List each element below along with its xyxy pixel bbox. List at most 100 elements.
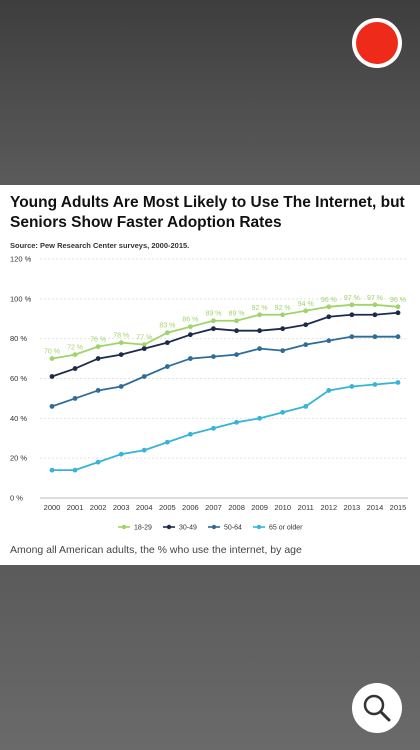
data-point (72, 396, 78, 401)
y-tick-label: 80 % (10, 334, 27, 343)
line-chart: 0 % 20 % 40 % 60 % 80 % 100 % 120 % 2000 2001 200… (10, 255, 408, 532)
chart-source: Source: Pew Research Center surveys, 200… (10, 241, 190, 250)
data-label: 86 % (182, 317, 198, 324)
x-tick-label: 2010 (274, 503, 291, 512)
chart-title: Young Adults Are Most Likely to Use The … (10, 194, 405, 231)
data-point (95, 344, 101, 350)
data-point (72, 467, 78, 473)
data-point (49, 374, 55, 379)
data-point (303, 403, 309, 409)
data-point (95, 388, 101, 393)
x-tick-label: 2003 (113, 503, 130, 512)
data-point (118, 352, 124, 357)
data-label: 96 % (321, 297, 337, 304)
data-point (234, 352, 239, 357)
data-label: 92 % (252, 305, 268, 312)
data-point (164, 364, 170, 369)
data-point (188, 356, 193, 361)
series-line (52, 381, 399, 472)
data-point (211, 326, 216, 332)
data-label: 92 % (275, 305, 291, 312)
legend-marker (256, 524, 262, 530)
series-line (51, 311, 399, 378)
data-point (395, 380, 401, 385)
data-point (349, 312, 355, 318)
x-tick-label: 2014 (367, 503, 384, 512)
data-point (211, 425, 216, 431)
magnifier-icon (363, 694, 391, 722)
data-label: 70 % (44, 349, 60, 356)
data-label: 77 % (136, 335, 152, 342)
data-point (326, 314, 332, 320)
data-point (326, 388, 332, 393)
data-label: 97 % (344, 295, 360, 302)
data-point (280, 409, 286, 415)
data-point (257, 346, 262, 352)
x-tick-label: 2009 (251, 503, 268, 512)
data-point (395, 304, 401, 310)
data-point (118, 384, 124, 389)
series-line (51, 303, 399, 360)
data-point (257, 415, 262, 421)
data-point (72, 366, 78, 371)
x-tick-label: 2004 (136, 503, 153, 512)
data-point (303, 342, 309, 348)
data-point (257, 328, 262, 334)
data-point (188, 431, 193, 437)
data-point (164, 439, 170, 445)
y-tick-label: 60 % (10, 374, 27, 383)
data-point (49, 467, 55, 473)
data-label: 89 % (229, 311, 245, 318)
legend-label: 50-64 (224, 525, 242, 532)
data-point (164, 340, 170, 346)
data-point (211, 318, 216, 324)
data-point (234, 328, 239, 334)
x-tick-label: 2006 (182, 503, 199, 512)
y-tick-label: 20 % (10, 454, 27, 463)
y-tick-label: 0 % (10, 494, 23, 503)
data-label: 72 % (67, 345, 83, 352)
data-point (303, 322, 309, 328)
data-point (280, 348, 286, 354)
data-point (234, 419, 239, 425)
legend-marker (121, 524, 127, 530)
data-point (349, 384, 355, 389)
x-tick-label: 2005 (159, 503, 176, 512)
data-point (234, 318, 239, 324)
data-point (211, 354, 216, 359)
data-point (349, 334, 355, 340)
data-point (188, 332, 193, 338)
zoom-button[interactable] (352, 683, 402, 733)
data-point (280, 326, 286, 332)
data-point (118, 451, 124, 457)
legend-label: 65 or older (269, 525, 303, 532)
data-point (372, 382, 378, 387)
data-point (118, 340, 124, 346)
data-point (303, 308, 309, 314)
record-button[interactable] (352, 18, 402, 68)
data-point (372, 302, 378, 308)
x-tick-label: 2001 (67, 503, 84, 512)
data-point (326, 304, 332, 310)
data-label: 76 % (90, 337, 106, 344)
data-label: 83 % (159, 323, 175, 330)
series-line (51, 335, 398, 408)
data-point (349, 302, 355, 308)
x-tick-label: 2015 (390, 503, 407, 512)
x-tick-label: 2002 (90, 503, 107, 512)
chart-card: Young Adults Are Most Likely to Use The … (0, 185, 420, 565)
y-tick-label: 120 % (10, 255, 32, 264)
data-label: 97 % (367, 295, 383, 302)
data-point (395, 310, 401, 316)
data-label: 94 % (298, 301, 314, 308)
record-icon (356, 22, 398, 64)
data-point (141, 342, 147, 348)
x-tick-label: 2007 (205, 503, 222, 512)
data-point (141, 346, 147, 352)
legend-marker (166, 524, 172, 530)
data-label: 96 % (390, 297, 406, 304)
data-point (280, 312, 286, 318)
data-point (164, 330, 170, 336)
data-point (141, 447, 147, 453)
data-label: 89 % (205, 311, 221, 318)
